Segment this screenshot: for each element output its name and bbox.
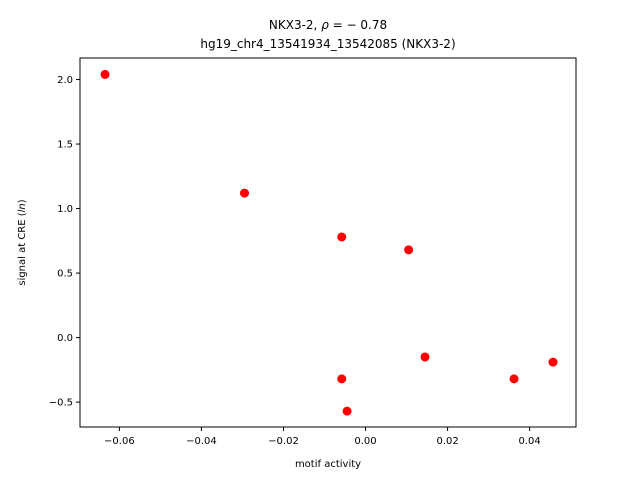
data-points (100, 69, 558, 416)
y-tick-label-6: 2.0 (57, 75, 73, 86)
data-point-8 (509, 374, 519, 384)
data-point-3 (337, 232, 347, 242)
x-tick-label-3: −0.02 (268, 436, 299, 447)
y-tick-label-1: −0.5 (49, 398, 73, 409)
x-tick-label-5: 0.02 (436, 436, 458, 447)
x-tick-label-6: 0.04 (519, 436, 541, 447)
data-point-9 (548, 357, 558, 367)
y-tick-label-5: 1.5 (57, 140, 73, 151)
data-point-7 (342, 406, 352, 416)
data-point-4 (404, 245, 414, 255)
x-tick-label-1: −0.06 (104, 436, 135, 447)
data-point-5 (420, 352, 430, 362)
data-point-2 (240, 188, 250, 198)
plot-area-frame (79, 57, 577, 428)
data-point-1 (100, 69, 110, 79)
y-tick-label-3: 0.5 (57, 269, 73, 280)
x-tick-label-4: 0.00 (354, 436, 376, 447)
chart-title-line1: NKX3-2, ρ = − 0.78 (269, 18, 387, 32)
x-axis-label: motif activity (295, 459, 361, 470)
x-axis-ticks: −0.06 −0.04 −0.02 0.00 0.02 0.04 (104, 427, 541, 447)
x-tick-label-2: −0.04 (186, 436, 217, 447)
y-axis-label: signal at CRE (ln) (17, 199, 28, 285)
y-tick-label-4: 1.0 (57, 204, 73, 215)
chart-title: NKX3-2, ρ = − 0.78 hg19_chr4_13541934_13… (200, 18, 455, 51)
y-tick-label-2: 0.0 (57, 333, 73, 344)
data-point-6 (337, 374, 347, 384)
chart-title-line2: hg19_chr4_13541934_13542085 (NKX3-2) (200, 37, 455, 51)
y-axis-ticks: −0.5 0.0 0.5 1.0 1.5 2.0 (49, 75, 80, 409)
